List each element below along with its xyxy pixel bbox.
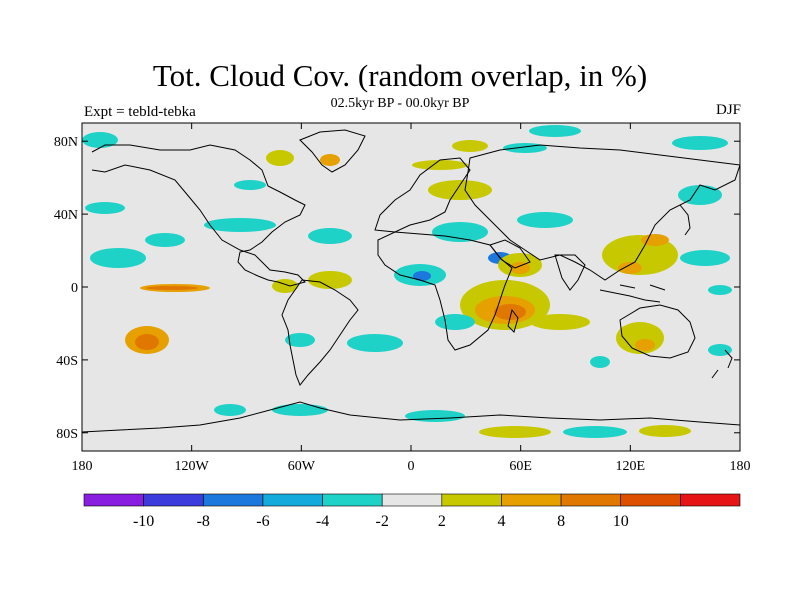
lat-tick-label: 40S: [56, 354, 78, 369]
colorbar-label: -8: [197, 513, 210, 530]
anomaly-pos: [146, 286, 198, 290]
coastline-europe: [374, 157, 471, 233]
anomaly-neg: [563, 426, 627, 438]
map-title: Tot. Cloud Cov. (random overlap, in %): [152, 58, 648, 93]
anomaly-pos: [641, 234, 669, 246]
colorbar-box: [143, 493, 204, 507]
coastline-north-america: [91, 144, 306, 287]
lon-tick-label: 0: [408, 459, 415, 474]
coastline-japan: [679, 204, 691, 236]
season-label: DJF: [715, 102, 741, 118]
coastline-asia: [464, 144, 740, 281]
anomaly-neg: [308, 228, 352, 244]
coastline-south-america: [281, 279, 359, 386]
colorbar-box: [680, 493, 741, 507]
anomaly-pos: [639, 425, 691, 437]
anomaly-neg: [272, 404, 328, 416]
lon-tick-label: 120E: [616, 459, 646, 474]
anomaly-neg: [517, 212, 573, 228]
anomaly-neg: [680, 250, 730, 266]
lon-tick-label: 180: [730, 459, 751, 474]
colorbar-label: 2: [438, 513, 446, 530]
colorbar-label: 4: [497, 513, 505, 530]
anomaly-neg: [529, 125, 581, 137]
experiment-label: Expt = tebld-tebka: [84, 104, 196, 120]
anomaly-neg: [405, 410, 465, 422]
coastline-new-zealand: [711, 349, 733, 379]
anomaly-neg: [503, 143, 547, 153]
coastline-australia: [619, 304, 696, 359]
colorbar-box: [202, 493, 264, 507]
anomaly-neg: [85, 202, 125, 214]
anomaly-neg: [90, 248, 146, 268]
anomaly-neg: [708, 285, 732, 295]
anomaly-pos: [412, 160, 468, 170]
lat-tick-label: 80S: [56, 427, 78, 442]
anomaly-neg: [435, 314, 475, 330]
map-subtitle: 02.5kyr BP - 00.0kyr BP: [330, 96, 470, 111]
lon-tick-label: 60E: [509, 459, 532, 474]
anomaly-pos: [618, 262, 642, 274]
anomaly-neg: [234, 180, 266, 190]
anomaly-pos: [266, 150, 294, 166]
anomaly-pos: [135, 334, 159, 350]
anomaly-pos: [320, 154, 340, 166]
anomaly-pos: [452, 140, 488, 152]
axis-ticks: [81, 123, 741, 451]
colorbar-label: 8: [557, 513, 565, 530]
anomaly-pos: [494, 304, 526, 320]
coastline-greenland: [299, 129, 366, 173]
anomaly-neg: [432, 222, 488, 242]
lat-tick-label: 40N: [54, 208, 78, 223]
anomaly-field: [82, 125, 732, 438]
coastlines: [82, 129, 740, 433]
anomaly-neg: [82, 132, 118, 148]
colorbar-label: -2: [376, 513, 389, 530]
coastline-arabia: [489, 239, 531, 269]
anomaly-neg: [214, 404, 246, 416]
lon-tick-label: 60W: [288, 459, 316, 474]
lat-tick-label: 80N: [54, 135, 78, 150]
colorbar-box: [83, 493, 144, 507]
colorbar-box: [441, 493, 502, 507]
colorbar-label: 10: [613, 513, 629, 530]
coastline-madagascar: [507, 308, 519, 333]
anomaly-pos: [510, 262, 530, 274]
coastline-africa: [377, 231, 513, 351]
anomaly-neg: [145, 233, 185, 247]
anomaly-pos: [308, 271, 352, 289]
colorbar-box: [381, 493, 443, 507]
anomaly-neg: [672, 136, 728, 150]
anomaly-neg: [285, 333, 315, 347]
colorbar-label: -10: [133, 513, 154, 530]
anomaly-pos: [530, 314, 590, 330]
coastline-indonesia: [599, 284, 666, 303]
anomaly-neg: [204, 218, 276, 232]
anomaly-neg: [347, 334, 403, 352]
coastline-india: [554, 254, 586, 291]
lon-tick-label: 180: [72, 459, 93, 474]
colorbar-box: [560, 493, 622, 507]
anomaly-neg: [590, 356, 610, 368]
anomaly-pos: [479, 426, 551, 438]
colorbar: -10 -8 -6 -4 -2 2 4 8 10: [83, 493, 741, 530]
colorbar-box: [620, 493, 681, 507]
anomaly-neg: [678, 185, 722, 205]
colorbar-box: [322, 493, 383, 507]
coastline-antarctica: [82, 401, 740, 433]
colorbar-box: [501, 493, 562, 507]
anomaly-pos: [635, 339, 655, 351]
anomaly-pos: [428, 180, 492, 200]
colorbar-label: -6: [256, 513, 269, 530]
anomaly-neg: [708, 344, 732, 356]
lat-tick-label: 0: [71, 281, 78, 296]
axis-labels: 80N 40N 0 40S 80S 180 120W 60W 0 60E 120E 180: [54, 135, 751, 474]
colorbar-label: -4: [316, 513, 329, 530]
colorbar-box: [262, 493, 323, 507]
lon-tick-label: 120W: [175, 459, 210, 474]
anomaly-neg: [413, 271, 431, 281]
